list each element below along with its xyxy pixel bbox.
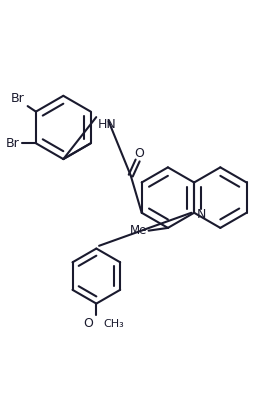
Text: HN: HN	[98, 119, 116, 131]
Text: Br: Br	[6, 137, 19, 150]
Text: O: O	[84, 317, 94, 330]
Text: O: O	[134, 148, 144, 160]
Text: CH₃: CH₃	[103, 319, 124, 329]
Text: Me: Me	[130, 224, 147, 237]
Text: Br: Br	[11, 92, 25, 105]
Text: N: N	[197, 208, 206, 220]
